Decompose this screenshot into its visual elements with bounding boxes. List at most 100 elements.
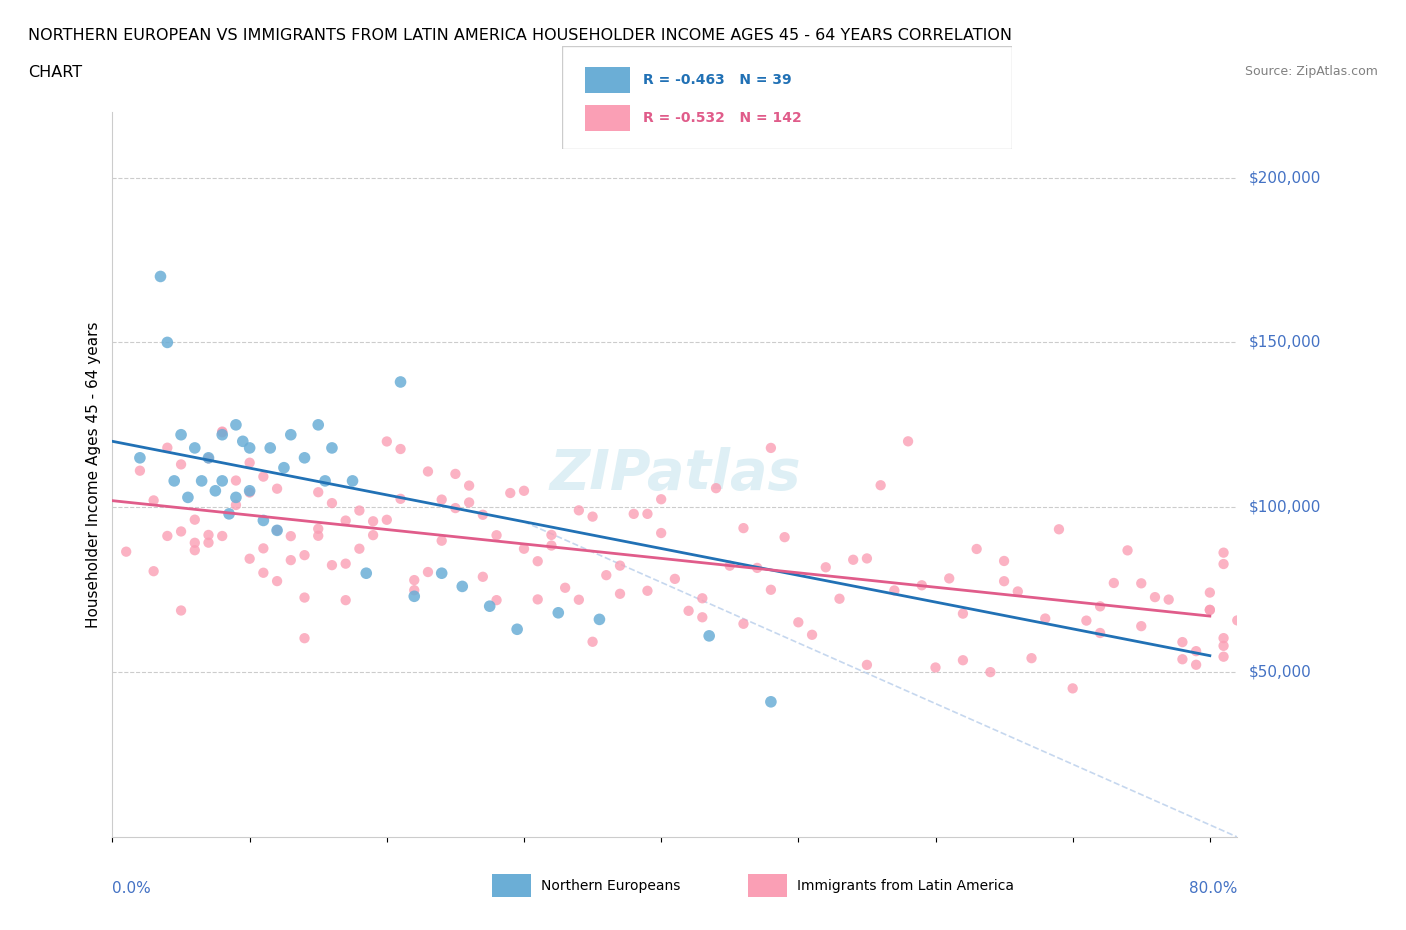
Point bbox=[1212, 556, 1234, 571]
Point bbox=[733, 521, 755, 536]
Point bbox=[375, 434, 398, 449]
Point bbox=[747, 561, 769, 576]
Point bbox=[568, 503, 591, 518]
Point bbox=[197, 527, 219, 542]
Point bbox=[869, 478, 891, 493]
Point bbox=[733, 617, 755, 631]
Point bbox=[321, 496, 343, 511]
Point bbox=[568, 592, 591, 607]
Point bbox=[307, 528, 329, 543]
Point bbox=[239, 485, 262, 500]
Point bbox=[458, 478, 481, 493]
Point bbox=[801, 628, 824, 643]
Point bbox=[266, 523, 288, 538]
Point bbox=[1171, 652, 1194, 667]
Point bbox=[485, 528, 508, 543]
Point bbox=[349, 541, 371, 556]
Point bbox=[595, 567, 617, 582]
Point bbox=[266, 574, 288, 589]
Bar bbox=[748, 874, 787, 897]
Point bbox=[444, 500, 467, 515]
Point bbox=[239, 441, 262, 456]
Point bbox=[471, 508, 494, 523]
Point bbox=[924, 660, 946, 675]
Point bbox=[266, 523, 288, 538]
Point bbox=[225, 498, 247, 512]
Point bbox=[163, 473, 186, 488]
Point bbox=[499, 485, 522, 500]
Point bbox=[239, 456, 262, 471]
Point bbox=[225, 473, 247, 488]
Point bbox=[361, 514, 384, 529]
Point bbox=[650, 525, 672, 540]
Point bbox=[129, 450, 152, 465]
Point bbox=[259, 441, 281, 456]
Point bbox=[952, 606, 974, 621]
Point bbox=[650, 492, 672, 507]
Point bbox=[375, 512, 398, 527]
Point bbox=[704, 481, 727, 496]
Point bbox=[609, 586, 631, 601]
Point bbox=[280, 528, 302, 543]
Text: Source: ZipAtlas.com: Source: ZipAtlas.com bbox=[1244, 65, 1378, 78]
Point bbox=[471, 569, 494, 584]
Point bbox=[184, 441, 207, 456]
Point bbox=[430, 492, 453, 507]
Point bbox=[1212, 649, 1234, 664]
Point bbox=[1198, 603, 1220, 618]
Point bbox=[294, 591, 316, 605]
Point bbox=[156, 440, 179, 455]
Point bbox=[197, 535, 219, 550]
Point bbox=[526, 553, 548, 568]
Point bbox=[1007, 584, 1029, 599]
Point bbox=[581, 510, 603, 525]
Point bbox=[1157, 592, 1180, 607]
Point bbox=[335, 592, 357, 607]
Point bbox=[197, 451, 219, 466]
Point bbox=[581, 634, 603, 649]
Point bbox=[307, 485, 329, 499]
Bar bbox=[585, 105, 630, 131]
Point bbox=[156, 528, 179, 543]
Point bbox=[444, 467, 467, 482]
Point bbox=[273, 460, 295, 475]
Point bbox=[211, 473, 233, 488]
Point bbox=[170, 524, 193, 538]
Point bbox=[280, 427, 302, 442]
Point bbox=[314, 473, 336, 488]
Point bbox=[692, 610, 714, 625]
Point bbox=[225, 418, 247, 432]
Point bbox=[252, 565, 274, 580]
Point bbox=[485, 592, 508, 607]
Point bbox=[335, 556, 357, 571]
Text: Immigrants from Latin America: Immigrants from Latin America bbox=[797, 879, 1014, 893]
Point bbox=[842, 552, 865, 567]
Point bbox=[211, 528, 233, 543]
Point bbox=[1171, 634, 1194, 649]
Point bbox=[856, 658, 879, 672]
Text: $150,000: $150,000 bbox=[1249, 335, 1320, 350]
Point bbox=[1021, 651, 1043, 666]
Point bbox=[451, 579, 474, 594]
Point bbox=[1198, 585, 1220, 600]
Point bbox=[177, 490, 200, 505]
Point bbox=[966, 541, 988, 556]
Point bbox=[335, 513, 357, 528]
Point bbox=[911, 578, 934, 592]
Point bbox=[252, 513, 274, 528]
Point bbox=[389, 375, 412, 390]
Point bbox=[321, 558, 343, 573]
Point bbox=[1212, 631, 1234, 645]
Point bbox=[814, 560, 837, 575]
Point bbox=[979, 665, 1001, 680]
Point bbox=[190, 473, 212, 488]
Point bbox=[342, 473, 364, 488]
Point bbox=[211, 427, 233, 442]
Point bbox=[1033, 611, 1056, 626]
Point bbox=[404, 589, 426, 604]
Point bbox=[232, 434, 254, 449]
Point bbox=[458, 495, 481, 510]
Text: R = -0.532   N = 142: R = -0.532 N = 142 bbox=[644, 111, 803, 126]
Point bbox=[609, 558, 631, 573]
Point bbox=[294, 631, 316, 645]
